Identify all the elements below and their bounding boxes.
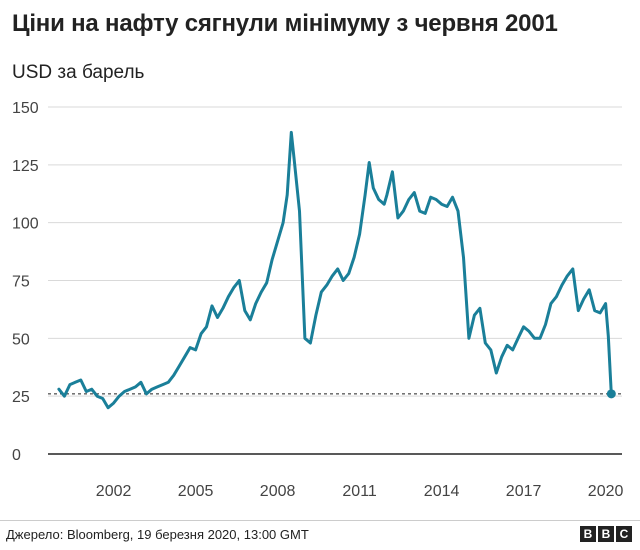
footer-divider: [0, 520, 640, 521]
logo-letter: B: [598, 526, 614, 542]
logo-letter: B: [580, 526, 596, 542]
x-tick-label: 2011: [342, 483, 377, 500]
x-tick-label: 2002: [96, 483, 132, 500]
x-tick-label: 2017: [506, 483, 542, 500]
x-tick-label: 2008: [260, 483, 296, 500]
y-axis-unit-label: USD за барель: [12, 62, 145, 83]
y-tick-label: 150: [12, 100, 39, 117]
bbc-logo: B B C: [580, 526, 632, 542]
y-axis-tick-labels: 0 25 50 75 100 125 150: [12, 100, 39, 464]
y-tick-label: 0: [12, 447, 21, 464]
oil-price-line-chart: 0 25 50 75 100 125 150 2002 2005 2008 2011 2014 201…: [12, 100, 624, 500]
y-tick-label: 75: [12, 274, 30, 291]
gridlines: [48, 106, 622, 455]
y-tick-label: 125: [12, 158, 39, 175]
x-axis-tick-labels: 2002 2005 2008 2011 2014 2017 2020: [96, 483, 624, 500]
x-tick-label: 2014: [424, 483, 460, 500]
y-tick-label: 50: [12, 331, 30, 348]
y-tick-label: 25: [12, 389, 30, 406]
chart-title: Ціни на нафту сягнули мінімуму з червня …: [12, 10, 558, 37]
oil-price-series-line: [57, 130, 613, 410]
y-tick-label: 100: [12, 216, 39, 233]
logo-letter: C: [616, 526, 632, 542]
x-tick-label: 2005: [178, 483, 214, 500]
series-layer: [57, 130, 616, 410]
x-tick-label: 2020: [588, 483, 624, 500]
latest-price-marker: [606, 389, 616, 399]
source-note: Джерело: Bloomberg, 19 березня 2020, 13:…: [6, 527, 309, 542]
